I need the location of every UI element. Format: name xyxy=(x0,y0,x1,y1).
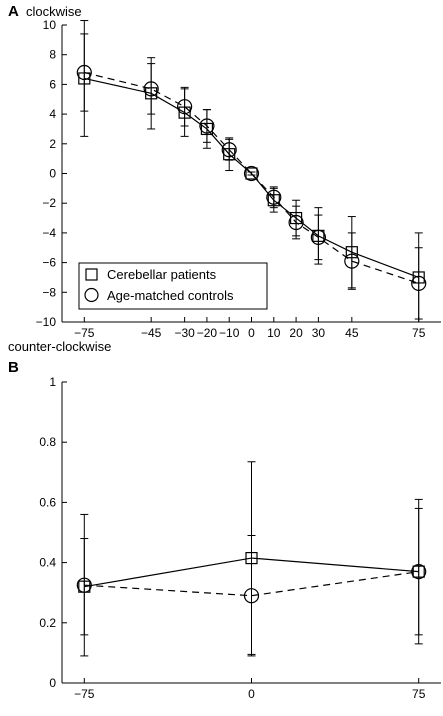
data-point-circle xyxy=(143,81,159,97)
data-point-square xyxy=(178,106,191,119)
y-tick-label: 10 xyxy=(43,18,57,32)
chart-b: 0 0.2 0.4 0.6 0.8 1 −75 0 75 xyxy=(39,375,441,701)
data-point-square xyxy=(245,551,258,565)
legend-box xyxy=(78,262,268,310)
data-point-circle xyxy=(243,165,260,182)
y-tick-label: 0.6 xyxy=(39,495,56,509)
data-point-circle xyxy=(177,99,193,115)
legend-label-controls: Age-matched controls xyxy=(107,288,234,303)
data-point-square xyxy=(78,72,91,85)
x-tick-label: −20 xyxy=(197,326,218,340)
y-tick-label: −4 xyxy=(42,226,56,240)
legend-circle-icon xyxy=(84,287,99,303)
x-tick-label: 0 xyxy=(248,687,255,701)
data-point-circle xyxy=(266,189,282,205)
data-point-circle xyxy=(221,142,237,158)
y-tick-label: −10 xyxy=(36,315,57,329)
data-point-square xyxy=(200,122,214,136)
data-point-square xyxy=(412,271,425,284)
legend: Cerebellar patients Age-matched controls xyxy=(78,262,268,310)
x-tick-label: 0 xyxy=(248,326,255,340)
series-line-patients xyxy=(84,77,419,279)
x-tick-label: −45 xyxy=(141,326,162,340)
data-point-square xyxy=(267,194,280,207)
counter-clockwise-label: counter-clockwise xyxy=(8,339,111,354)
x-tick-label: 45 xyxy=(345,326,359,340)
data-point-circle xyxy=(411,275,427,291)
y-tick-label: 0 xyxy=(49,676,56,690)
y-tick-label: 4 xyxy=(49,107,56,121)
data-point-circle xyxy=(310,229,326,245)
data-point-circle xyxy=(243,588,260,604)
y-tick-label: −6 xyxy=(42,256,56,270)
x-tick-label: −75 xyxy=(74,687,95,701)
series-line-controls xyxy=(84,71,419,284)
data-point-circle xyxy=(76,577,92,593)
x-tick-label: 10 xyxy=(267,326,281,340)
y-tick-label: 0 xyxy=(49,167,56,181)
y-tick-label: −2 xyxy=(42,196,56,210)
y-tick-label: 0.4 xyxy=(39,556,56,570)
y-tick-label: 8 xyxy=(49,48,56,62)
y-tick-label: 2 xyxy=(49,137,56,151)
panel-a-label: A xyxy=(8,3,19,20)
data-point-circle xyxy=(199,118,215,134)
y-tick-label: 0.2 xyxy=(39,616,56,630)
panel-b-label: B xyxy=(8,359,19,376)
data-point-circle xyxy=(411,564,427,580)
y-tick-label: 1 xyxy=(49,375,56,389)
data-point-circle xyxy=(288,214,304,231)
x-tick-label: 75 xyxy=(412,326,426,340)
data-point-square xyxy=(345,246,358,259)
x-tick-label: −75 xyxy=(74,326,95,340)
y-tick-label: 0.8 xyxy=(39,435,56,449)
y-tick-label: −8 xyxy=(42,285,56,299)
data-point-square xyxy=(245,167,258,180)
x-tick-label: −10 xyxy=(219,326,240,340)
clockwise-label: clockwise xyxy=(26,4,82,19)
legend-square-icon xyxy=(85,268,98,281)
series-line-controls xyxy=(84,571,419,597)
data-point-circle xyxy=(76,64,92,81)
x-tick-label: 30 xyxy=(312,326,326,340)
x-tick-label: 75 xyxy=(412,687,426,701)
y-tick-label: 6 xyxy=(49,77,56,91)
x-tick-label: 20 xyxy=(289,326,303,340)
data-point-square xyxy=(412,565,425,578)
data-point-circle xyxy=(344,253,360,269)
legend-label-patients: Cerebellar patients xyxy=(107,267,217,282)
x-tick-label: −30 xyxy=(174,326,195,340)
